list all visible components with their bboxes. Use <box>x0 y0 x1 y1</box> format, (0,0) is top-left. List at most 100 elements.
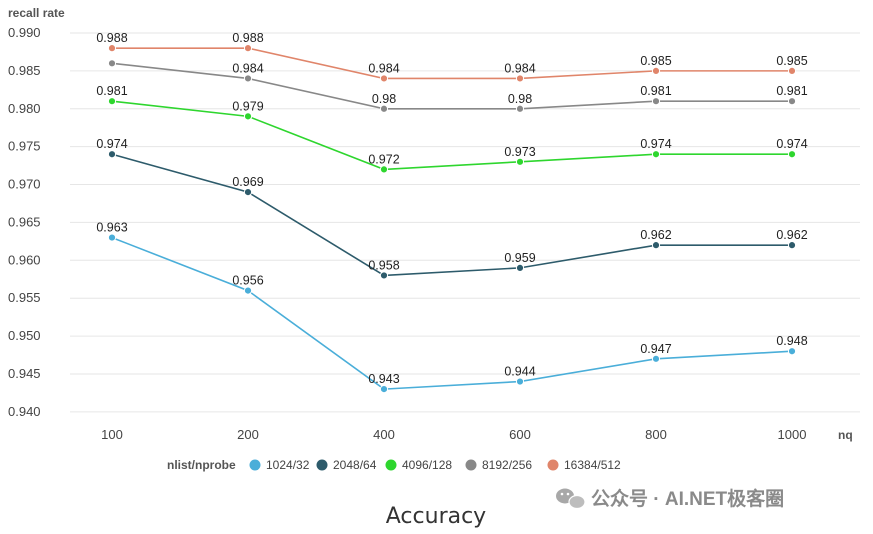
data-point[interactable] <box>787 150 797 159</box>
series-line <box>112 47 792 80</box>
legend: 1024/32 2048/64 4096/128 8192/256 16384/512 <box>249 458 622 472</box>
data-point[interactable] <box>243 44 253 53</box>
series-8192-256 <box>107 59 797 113</box>
series-line <box>111 236 793 390</box>
data-label: 0.981 <box>776 84 807 98</box>
data-point[interactable] <box>243 74 253 83</box>
data-point[interactable] <box>515 263 525 272</box>
data-point[interactable] <box>515 157 525 166</box>
y-tick-label: 0.990 <box>8 25 41 40</box>
data-label: 0.984 <box>368 61 399 75</box>
data-label: 0.988 <box>96 31 127 45</box>
data-label: 0.962 <box>776 228 807 242</box>
legend-item[interactable]: 4096/128 <box>385 458 453 472</box>
data-label: 0.981 <box>640 84 671 98</box>
data-label: 0.985 <box>776 54 807 68</box>
data-point[interactable] <box>243 286 253 295</box>
x-axis-ticks: 100 200 400 600 800 1000 <box>101 427 806 442</box>
data-label: 0.984 <box>504 61 535 75</box>
legend-label: 8192/256 <box>482 458 532 472</box>
data-point[interactable] <box>379 165 389 174</box>
x-tick-label: 400 <box>373 427 395 442</box>
data-point[interactable] <box>651 354 661 363</box>
data-label: 0.988 <box>232 31 263 45</box>
data-point[interactable] <box>379 104 389 113</box>
data-point[interactable] <box>515 104 525 113</box>
data-point[interactable] <box>107 97 117 106</box>
data-label: 0.948 <box>776 334 807 348</box>
x-axis-title: nq <box>838 428 853 442</box>
data-point[interactable] <box>107 233 117 242</box>
data-label: 0.958 <box>368 258 399 272</box>
data-point[interactable] <box>107 59 117 68</box>
data-label: 0.981 <box>96 84 127 98</box>
legend-item[interactable]: 16384/512 <box>547 458 622 472</box>
series-line <box>111 100 792 171</box>
data-label: 0.98 <box>372 92 396 106</box>
data-label: 0.956 <box>232 274 263 288</box>
data-label: 0.962 <box>640 228 671 242</box>
legend-label: 2048/64 <box>333 458 377 472</box>
data-point[interactable] <box>651 97 661 106</box>
legend-item[interactable]: 2048/64 <box>316 458 377 472</box>
y-tick-label: 0.985 <box>8 63 41 78</box>
grid-lines <box>70 32 860 413</box>
data-point[interactable] <box>515 377 525 386</box>
data-point[interactable] <box>651 241 661 250</box>
data-label: 0.974 <box>96 137 127 151</box>
data-point[interactable] <box>107 44 117 53</box>
x-tick-label: 600 <box>509 427 531 442</box>
y-tick-label: 0.970 <box>8 177 41 192</box>
x-tick-label: 800 <box>645 427 667 442</box>
y-tick-label: 0.955 <box>8 290 41 305</box>
y-tick-label: 0.975 <box>8 139 41 154</box>
data-point[interactable] <box>243 188 253 197</box>
legend-label: 1024/32 <box>266 458 310 472</box>
data-point[interactable] <box>651 66 661 75</box>
data-label: 0.969 <box>232 175 263 189</box>
y-tick-label: 0.980 <box>8 101 41 116</box>
series-16384-512 <box>107 44 797 83</box>
legend-item[interactable]: 8192/256 <box>465 458 533 472</box>
legend-marker <box>547 459 559 471</box>
y-tick-label: 0.945 <box>8 366 41 381</box>
data-point[interactable] <box>107 150 117 159</box>
wechat-icon <box>556 488 586 510</box>
legend-title: nlist/nprobe <box>167 458 236 472</box>
watermark: 公众号 · AI.NET极客圈 <box>556 487 784 510</box>
series-4096-128 <box>107 97 797 174</box>
legend-marker <box>249 459 261 471</box>
data-point[interactable] <box>651 150 661 159</box>
legend-marker <box>465 459 477 471</box>
data-label: 0.944 <box>504 365 535 379</box>
x-tick-label: 100 <box>101 427 123 442</box>
watermark-text: 公众号 · AI.NET极客圈 <box>591 487 784 510</box>
y-tick-label: 0.950 <box>8 328 41 343</box>
y-axis-ticks: 0.990 0.985 0.980 0.975 0.970 0.965 0.960 0.955… <box>8 25 41 419</box>
data-label: 0.943 <box>368 372 399 386</box>
series-line <box>111 62 792 110</box>
data-point[interactable] <box>787 66 797 75</box>
data-label: 0.979 <box>232 99 263 113</box>
series-line <box>111 153 792 277</box>
data-label: 0.959 <box>504 251 535 265</box>
y-tick-label: 0.960 <box>8 252 41 267</box>
legend-item[interactable]: 1024/32 <box>249 458 310 472</box>
data-label: 0.984 <box>232 61 263 75</box>
data-point[interactable] <box>787 241 797 250</box>
data-point[interactable] <box>787 347 797 356</box>
data-point[interactable] <box>379 271 389 280</box>
data-point[interactable] <box>787 97 797 106</box>
data-label: 0.972 <box>368 152 399 166</box>
data-label: 0.985 <box>640 54 671 68</box>
data-point[interactable] <box>379 74 389 83</box>
data-point[interactable] <box>243 112 253 121</box>
series-2048-64 <box>107 150 797 280</box>
series-lines <box>107 44 797 394</box>
data-point[interactable] <box>515 74 525 83</box>
legend-label: 16384/512 <box>564 458 621 472</box>
data-point[interactable] <box>379 385 389 394</box>
x-tick-label: 1000 <box>778 427 807 442</box>
y-axis-title: recall rate <box>8 6 65 20</box>
